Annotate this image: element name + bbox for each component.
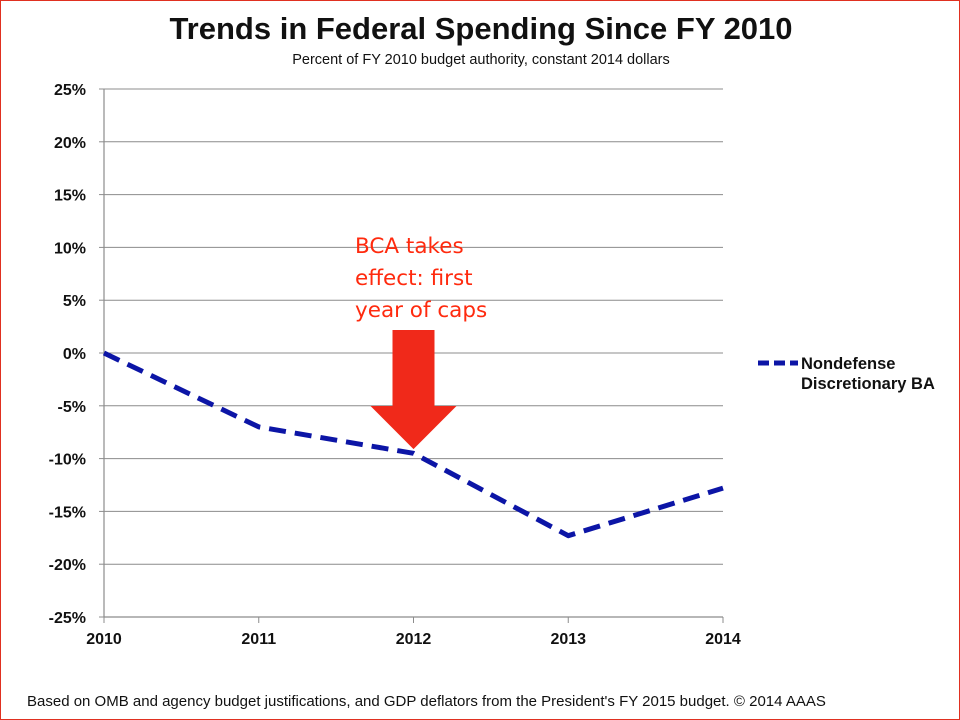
annotation-arrow	[370, 330, 457, 450]
chart-title: Trends in Federal Spending Since FY 2010	[169, 11, 793, 46]
y-tick-label: 25%	[54, 82, 86, 99]
annotation-line-3: year of caps	[355, 298, 488, 323]
y-tick-label: 20%	[54, 135, 86, 152]
footer-note: Based on OMB and agency budget justifica…	[27, 693, 826, 710]
x-tick-label: 2010	[86, 631, 122, 648]
chart-subtitle: Percent of FY 2010 budget authority, con…	[292, 52, 670, 68]
x-tick-label: 2012	[396, 631, 432, 648]
y-tick-label: -10%	[49, 452, 86, 469]
annotation-line-2: effect: first	[355, 266, 473, 291]
legend-label: Nondefense	[801, 355, 895, 373]
x-tick-label: 2014	[705, 631, 741, 648]
annotation-line-1: BCA takes	[355, 234, 464, 259]
y-tick-label: -5%	[58, 399, 86, 416]
y-tick-label: 0%	[63, 346, 86, 363]
y-tick-label: -15%	[49, 504, 86, 521]
y-tick-label: 15%	[54, 188, 86, 205]
y-tick-label: 10%	[54, 240, 86, 257]
y-tick-label: 5%	[63, 293, 86, 310]
y-tick-label: -25%	[49, 610, 86, 627]
y-tick-label: -20%	[49, 557, 86, 574]
x-tick-label: 2011	[241, 631, 276, 648]
x-tick-label: 2013	[550, 631, 586, 648]
legend-label: Discretionary BA	[801, 375, 935, 393]
annotation-text: BCA takes effect: first year of caps	[355, 231, 487, 327]
